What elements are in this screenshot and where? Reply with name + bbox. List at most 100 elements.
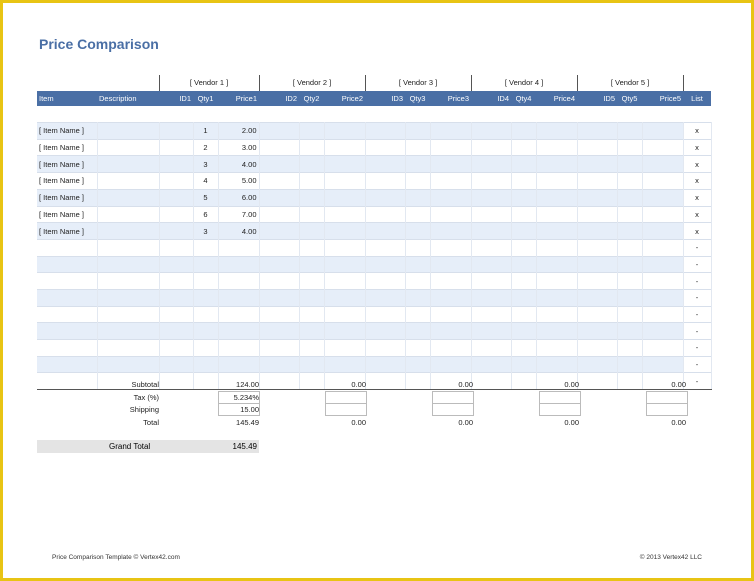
qty4-cell[interactable] xyxy=(511,355,537,373)
id2-cell[interactable] xyxy=(258,322,300,340)
qty3-cell[interactable] xyxy=(405,188,431,206)
qty3-cell[interactable] xyxy=(405,122,431,140)
qty4-cell[interactable] xyxy=(511,188,537,206)
description-cell[interactable] xyxy=(97,288,160,307)
price5-cell[interactable] xyxy=(642,222,684,240)
qty5-cell[interactable] xyxy=(617,272,643,290)
qty1-cell[interactable] xyxy=(193,238,219,257)
id1-cell[interactable] xyxy=(158,138,194,156)
qty2-cell[interactable] xyxy=(299,322,325,340)
price1-cell[interactable]: 3.00 xyxy=(218,138,260,156)
price3-cell[interactable] xyxy=(430,288,472,307)
id4-cell[interactable] xyxy=(470,238,512,257)
item-cell[interactable] xyxy=(37,355,98,373)
id4-cell[interactable] xyxy=(470,138,512,156)
qty2-cell[interactable] xyxy=(299,205,325,223)
description-cell[interactable] xyxy=(97,372,160,391)
qty3-cell[interactable] xyxy=(405,205,431,223)
qty1-cell[interactable]: 3 xyxy=(193,155,219,173)
id1-cell[interactable] xyxy=(158,255,194,273)
price4-cell[interactable] xyxy=(536,188,578,206)
description-cell[interactable] xyxy=(97,138,160,156)
qty3-cell[interactable] xyxy=(405,172,431,190)
description-cell[interactable] xyxy=(97,238,160,257)
price1-cell[interactable]: 2.00 xyxy=(218,122,260,140)
id5-cell[interactable] xyxy=(576,255,618,273)
id4-cell[interactable] xyxy=(470,339,512,357)
price2-cell[interactable] xyxy=(324,188,366,206)
qty5-cell[interactable] xyxy=(617,138,643,156)
qty5-cell[interactable] xyxy=(617,188,643,206)
price4-cell[interactable] xyxy=(536,255,578,273)
description-cell[interactable] xyxy=(97,322,160,340)
price4-cell[interactable] xyxy=(536,138,578,156)
price1-cell[interactable] xyxy=(218,305,260,323)
id4-cell[interactable] xyxy=(470,305,512,323)
description-cell[interactable] xyxy=(97,272,160,290)
id4-cell[interactable] xyxy=(470,122,512,140)
qty2-cell[interactable] xyxy=(299,122,325,140)
price2-cell[interactable] xyxy=(324,355,366,373)
qty2-cell[interactable] xyxy=(299,272,325,290)
price3-cell[interactable] xyxy=(430,205,472,223)
item-cell[interactable]: [ Item Name ] xyxy=(37,205,98,223)
vendor-5-name[interactable]: [ Vendor 5 ] xyxy=(576,75,683,91)
id5-cell[interactable] xyxy=(576,155,618,173)
price1-cell[interactable] xyxy=(218,288,260,307)
id5-cell[interactable] xyxy=(576,222,618,240)
qty3-cell[interactable] xyxy=(405,305,431,323)
id1-cell[interactable] xyxy=(158,238,194,257)
price2-cell[interactable] xyxy=(324,155,366,173)
description-cell[interactable] xyxy=(97,339,160,357)
vendor-1-name[interactable]: [ Vendor 1 ] xyxy=(158,75,259,91)
qty4-cell[interactable] xyxy=(511,205,537,223)
price1-cell[interactable]: 5.00 xyxy=(218,172,260,190)
id2-cell[interactable] xyxy=(258,138,300,156)
item-cell[interactable] xyxy=(37,238,98,257)
item-cell[interactable] xyxy=(37,372,98,391)
id4-cell[interactable] xyxy=(470,255,512,273)
id5-cell[interactable] xyxy=(576,172,618,190)
qty1-cell[interactable]: 3 xyxy=(193,222,219,240)
price5-cell[interactable] xyxy=(642,255,684,273)
price4-cell[interactable] xyxy=(536,272,578,290)
qty2-cell[interactable] xyxy=(299,172,325,190)
item-cell[interactable] xyxy=(37,322,98,340)
price3-cell[interactable] xyxy=(430,138,472,156)
vendor-2-name[interactable]: [ Vendor 2 ] xyxy=(258,75,365,91)
qty1-cell[interactable]: 2 xyxy=(193,138,219,156)
price4-cell[interactable] xyxy=(536,355,578,373)
qty5-cell[interactable] xyxy=(617,172,643,190)
price2-cell[interactable] xyxy=(324,238,366,257)
price4-cell[interactable] xyxy=(536,322,578,340)
qty4-cell[interactable] xyxy=(511,322,537,340)
price1-cell[interactable] xyxy=(218,255,260,273)
id1-cell[interactable] xyxy=(158,339,194,357)
id4-cell[interactable] xyxy=(470,155,512,173)
qty5-cell[interactable] xyxy=(617,372,643,391)
qty4-cell[interactable] xyxy=(511,222,537,240)
price2-cell[interactable] xyxy=(324,172,366,190)
description-cell[interactable] xyxy=(97,255,160,273)
price2-cell[interactable] xyxy=(324,272,366,290)
price1-cell[interactable]: 4.00 xyxy=(218,155,260,173)
qty1-cell[interactable] xyxy=(193,272,219,290)
price5-cell[interactable] xyxy=(642,339,684,357)
id4-cell[interactable] xyxy=(470,372,512,391)
qty4-cell[interactable] xyxy=(511,339,537,357)
id5-cell[interactable] xyxy=(576,372,618,391)
id5-cell[interactable] xyxy=(576,288,618,307)
item-cell[interactable]: [ Item Name ] xyxy=(37,222,98,240)
price1-cell[interactable]: 6.00 xyxy=(218,188,260,206)
v5-shipping-input[interactable] xyxy=(646,403,688,416)
qty1-cell[interactable] xyxy=(193,372,219,391)
price4-cell[interactable] xyxy=(536,222,578,240)
item-cell[interactable] xyxy=(37,255,98,273)
item-cell[interactable] xyxy=(37,305,98,323)
qty1-cell[interactable] xyxy=(193,355,219,373)
id2-cell[interactable] xyxy=(258,339,300,357)
vendor-4-name[interactable]: [ Vendor 4 ] xyxy=(470,75,577,91)
price2-cell[interactable] xyxy=(324,122,366,140)
price4-cell[interactable] xyxy=(536,205,578,223)
qty2-cell[interactable] xyxy=(299,188,325,206)
